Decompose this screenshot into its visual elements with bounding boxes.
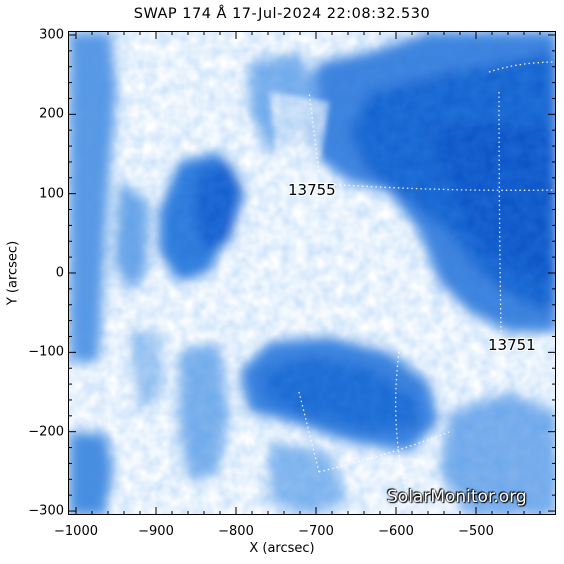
y-tick-label: 100 — [39, 186, 64, 202]
x-tick-label: −600 — [378, 524, 414, 539]
x-tick-label: −700 — [298, 524, 334, 539]
x-tick-label: −500 — [458, 524, 494, 539]
y-tick-label: 300 — [39, 27, 64, 43]
y-tick-label: −100 — [28, 344, 64, 360]
watermark: SolarMonitor.org — [387, 487, 527, 507]
active-region-label: 13755 — [288, 181, 336, 200]
y-tick-label: −300 — [28, 503, 64, 519]
x-axis-label: X (arcsec) — [249, 541, 315, 556]
image-title: SWAP 174 Å 17-Jul-2024 22:08:32.530 — [133, 6, 431, 22]
y-tick-label: −200 — [28, 424, 64, 440]
active-region-label: 13751 — [488, 335, 536, 354]
y-tick-label: 0 — [55, 265, 64, 281]
swap-euv-image — [69, 32, 555, 514]
x-tick-label: −1000 — [54, 524, 98, 539]
x-tick-label: −800 — [218, 524, 254, 539]
solar-image-panel — [68, 31, 556, 515]
heliographic-grid — [298, 61, 555, 503]
x-tick-label: −900 — [138, 524, 174, 539]
y-tick-label: 200 — [39, 106, 64, 122]
texture — [69, 32, 555, 514]
